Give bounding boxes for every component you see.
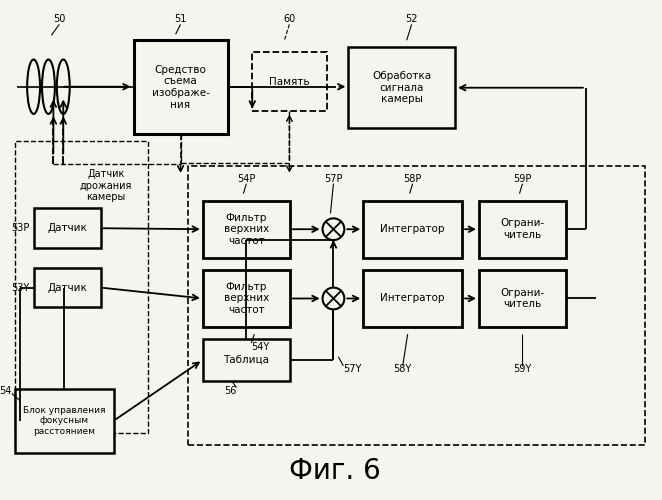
Circle shape [322, 288, 344, 310]
Text: 54Y: 54Y [252, 342, 269, 352]
Bar [348, 47, 455, 128]
Text: 52: 52 [405, 14, 418, 24]
Text: Интегратор: Интегратор [381, 224, 445, 234]
Text: Интегратор: Интегратор [381, 294, 445, 304]
Bar [34, 208, 101, 248]
Text: Ограни-
читель: Ограни- читель [500, 218, 545, 240]
Bar [203, 200, 290, 258]
Text: Память: Память [269, 77, 310, 87]
Bar [479, 270, 566, 327]
Text: Датчик: Датчик [47, 223, 87, 233]
Text: 60: 60 [283, 14, 295, 24]
Text: 59P: 59P [513, 174, 532, 184]
Bar [203, 339, 290, 380]
Bar [134, 40, 228, 134]
Text: Обработка
сигнала
камеры: Обработка сигнала камеры [372, 71, 431, 104]
Text: Таблица: Таблица [223, 355, 269, 365]
Bar [363, 200, 462, 258]
Bar [203, 270, 290, 327]
Bar [479, 200, 566, 258]
Text: Датчик
дрожания
камеры: Датчик дрожания камеры [79, 169, 132, 202]
Text: Блок управления
фокусным
расстоянием: Блок управления фокусным расстоянием [23, 406, 105, 436]
Text: 50: 50 [53, 14, 66, 24]
Text: 51: 51 [174, 14, 187, 24]
Text: 54P: 54P [237, 174, 256, 184]
Bar [15, 141, 148, 433]
Text: Фильтр
верхних
частот: Фильтр верхних частот [224, 212, 269, 246]
Text: Фильтр
верхних
частот: Фильтр верхних частот [224, 282, 269, 315]
Text: 54: 54 [0, 386, 12, 396]
Text: Фиг. 6: Фиг. 6 [289, 456, 380, 484]
Bar [188, 166, 645, 445]
Text: Датчик: Датчик [47, 282, 87, 292]
Bar [15, 388, 114, 453]
Text: Ограни-
читель: Ограни- читель [500, 288, 545, 310]
Text: 57P: 57P [324, 174, 343, 184]
Text: 53Y: 53Y [11, 282, 30, 292]
Text: 58P: 58P [403, 174, 422, 184]
Text: 56: 56 [224, 386, 236, 396]
Text: 58Y: 58Y [394, 364, 412, 374]
Text: 53P: 53P [11, 223, 30, 233]
Bar [252, 52, 326, 112]
Text: Средство
съема
изображе-
ния: Средство съема изображе- ния [152, 65, 209, 110]
Circle shape [322, 218, 344, 240]
Bar [363, 270, 462, 327]
Bar [34, 268, 101, 308]
Text: 57Y: 57Y [344, 364, 361, 374]
Text: 59Y: 59Y [513, 364, 532, 374]
